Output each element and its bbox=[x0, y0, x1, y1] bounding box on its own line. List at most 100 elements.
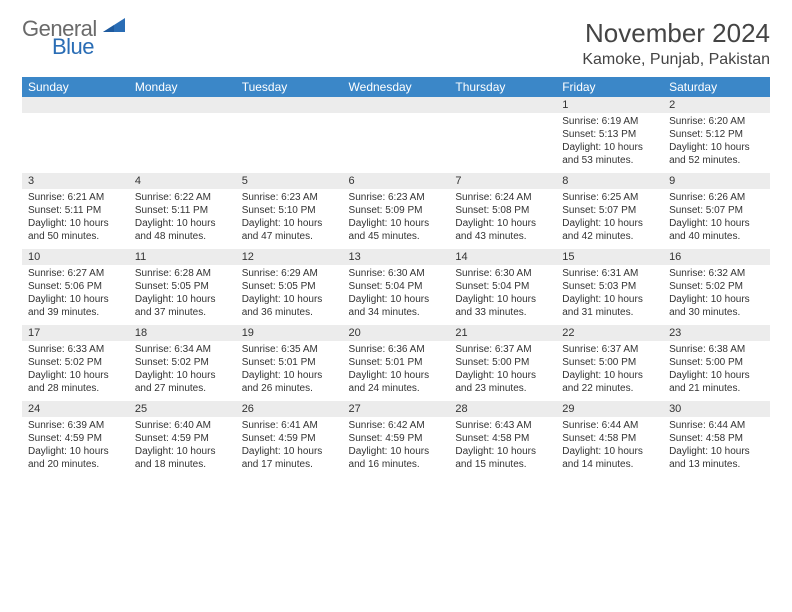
day-details: Sunrise: 6:31 AMSunset: 5:03 PMDaylight:… bbox=[556, 265, 663, 325]
day-number: 25 bbox=[129, 401, 236, 417]
logo-text: General Blue bbox=[22, 18, 125, 58]
day-details: Sunrise: 6:30 AMSunset: 5:04 PMDaylight:… bbox=[343, 265, 450, 325]
logo-triangle-icon bbox=[103, 18, 125, 36]
daylight-line: Daylight: 10 hours and 50 minutes. bbox=[28, 217, 123, 243]
day-cell-band: 6 bbox=[343, 173, 450, 189]
sunrise-line: Sunrise: 6:30 AM bbox=[349, 267, 444, 280]
day-cell-band: 12 bbox=[236, 249, 343, 265]
day-cell-band: 23 bbox=[663, 325, 770, 341]
day-number: 6 bbox=[343, 173, 450, 189]
daybody-row: Sunrise: 6:33 AMSunset: 5:02 PMDaylight:… bbox=[22, 341, 770, 401]
day-number: 11 bbox=[129, 249, 236, 265]
day-details bbox=[343, 113, 450, 169]
day-details: Sunrise: 6:41 AMSunset: 4:59 PMDaylight:… bbox=[236, 417, 343, 477]
sunset-line: Sunset: 5:12 PM bbox=[669, 128, 764, 141]
sunrise-line: Sunrise: 6:29 AM bbox=[242, 267, 337, 280]
sunset-line: Sunset: 5:04 PM bbox=[455, 280, 550, 293]
day-details bbox=[129, 113, 236, 169]
daylight-line: Daylight: 10 hours and 34 minutes. bbox=[349, 293, 444, 319]
day-number: 24 bbox=[22, 401, 129, 417]
sunrise-line: Sunrise: 6:31 AM bbox=[562, 267, 657, 280]
sunrise-line: Sunrise: 6:30 AM bbox=[455, 267, 550, 280]
daylight-line: Daylight: 10 hours and 18 minutes. bbox=[135, 445, 230, 471]
sunset-line: Sunset: 4:59 PM bbox=[135, 432, 230, 445]
sunrise-line: Sunrise: 6:41 AM bbox=[242, 419, 337, 432]
day-details: Sunrise: 6:23 AMSunset: 5:10 PMDaylight:… bbox=[236, 189, 343, 249]
day-number: 9 bbox=[663, 173, 770, 189]
sunset-line: Sunset: 5:01 PM bbox=[349, 356, 444, 369]
day-cell-band: 22 bbox=[556, 325, 663, 341]
sunset-line: Sunset: 5:07 PM bbox=[669, 204, 764, 217]
daylight-line: Daylight: 10 hours and 20 minutes. bbox=[28, 445, 123, 471]
day-details: Sunrise: 6:35 AMSunset: 5:01 PMDaylight:… bbox=[236, 341, 343, 401]
sunset-line: Sunset: 4:58 PM bbox=[562, 432, 657, 445]
day-cell-body: Sunrise: 6:26 AMSunset: 5:07 PMDaylight:… bbox=[663, 189, 770, 249]
sunrise-line: Sunrise: 6:26 AM bbox=[669, 191, 764, 204]
weekday-header: Friday bbox=[556, 77, 663, 97]
day-cell-body: Sunrise: 6:22 AMSunset: 5:11 PMDaylight:… bbox=[129, 189, 236, 249]
day-cell-body: Sunrise: 6:28 AMSunset: 5:05 PMDaylight:… bbox=[129, 265, 236, 325]
daylight-line: Daylight: 10 hours and 22 minutes. bbox=[562, 369, 657, 395]
daynum-row: 10111213141516 bbox=[22, 249, 770, 265]
day-cell-band: 17 bbox=[22, 325, 129, 341]
day-cell-body: Sunrise: 6:31 AMSunset: 5:03 PMDaylight:… bbox=[556, 265, 663, 325]
day-cell-body: Sunrise: 6:44 AMSunset: 4:58 PMDaylight:… bbox=[663, 417, 770, 477]
day-cell-band: 19 bbox=[236, 325, 343, 341]
day-cell-body bbox=[129, 113, 236, 173]
daynum-row: 24252627282930 bbox=[22, 401, 770, 417]
day-cell-body bbox=[22, 113, 129, 173]
sunset-line: Sunset: 5:04 PM bbox=[349, 280, 444, 293]
sunset-line: Sunset: 5:00 PM bbox=[562, 356, 657, 369]
daylight-line: Daylight: 10 hours and 45 minutes. bbox=[349, 217, 444, 243]
weekday-header: Sunday bbox=[22, 77, 129, 97]
weekday-header: Wednesday bbox=[343, 77, 450, 97]
day-number bbox=[449, 97, 556, 113]
day-number: 28 bbox=[449, 401, 556, 417]
day-details bbox=[449, 113, 556, 169]
day-cell-body: Sunrise: 6:43 AMSunset: 4:58 PMDaylight:… bbox=[449, 417, 556, 477]
sunset-line: Sunset: 5:09 PM bbox=[349, 204, 444, 217]
sunset-line: Sunset: 4:59 PM bbox=[242, 432, 337, 445]
daybody-row: Sunrise: 6:21 AMSunset: 5:11 PMDaylight:… bbox=[22, 189, 770, 249]
sunrise-line: Sunrise: 6:21 AM bbox=[28, 191, 123, 204]
day-cell-body: Sunrise: 6:21 AMSunset: 5:11 PMDaylight:… bbox=[22, 189, 129, 249]
day-cell-band: 28 bbox=[449, 401, 556, 417]
day-cell-band: 1 bbox=[556, 97, 663, 113]
day-details: Sunrise: 6:29 AMSunset: 5:05 PMDaylight:… bbox=[236, 265, 343, 325]
day-number: 21 bbox=[449, 325, 556, 341]
day-number: 10 bbox=[22, 249, 129, 265]
day-details: Sunrise: 6:34 AMSunset: 5:02 PMDaylight:… bbox=[129, 341, 236, 401]
day-number bbox=[22, 97, 129, 113]
sunrise-line: Sunrise: 6:34 AM bbox=[135, 343, 230, 356]
daylight-line: Daylight: 10 hours and 21 minutes. bbox=[669, 369, 764, 395]
day-number: 15 bbox=[556, 249, 663, 265]
daylight-line: Daylight: 10 hours and 24 minutes. bbox=[349, 369, 444, 395]
day-cell-band: 24 bbox=[22, 401, 129, 417]
sunset-line: Sunset: 5:08 PM bbox=[455, 204, 550, 217]
day-number: 7 bbox=[449, 173, 556, 189]
sunset-line: Sunset: 5:00 PM bbox=[455, 356, 550, 369]
day-number: 13 bbox=[343, 249, 450, 265]
day-cell-body: Sunrise: 6:19 AMSunset: 5:13 PMDaylight:… bbox=[556, 113, 663, 173]
day-cell-body: Sunrise: 6:23 AMSunset: 5:10 PMDaylight:… bbox=[236, 189, 343, 249]
day-details: Sunrise: 6:23 AMSunset: 5:09 PMDaylight:… bbox=[343, 189, 450, 249]
day-cell-band: 26 bbox=[236, 401, 343, 417]
sunset-line: Sunset: 5:03 PM bbox=[562, 280, 657, 293]
day-cell-body: Sunrise: 6:23 AMSunset: 5:09 PMDaylight:… bbox=[343, 189, 450, 249]
day-cell-band bbox=[22, 97, 129, 113]
day-details: Sunrise: 6:43 AMSunset: 4:58 PMDaylight:… bbox=[449, 417, 556, 477]
sunrise-line: Sunrise: 6:27 AM bbox=[28, 267, 123, 280]
sunrise-line: Sunrise: 6:19 AM bbox=[562, 115, 657, 128]
daylight-line: Daylight: 10 hours and 42 minutes. bbox=[562, 217, 657, 243]
day-cell-band: 21 bbox=[449, 325, 556, 341]
daylight-line: Daylight: 10 hours and 27 minutes. bbox=[135, 369, 230, 395]
sunset-line: Sunset: 5:10 PM bbox=[242, 204, 337, 217]
day-details: Sunrise: 6:37 AMSunset: 5:00 PMDaylight:… bbox=[556, 341, 663, 401]
day-cell-band: 20 bbox=[343, 325, 450, 341]
day-details: Sunrise: 6:39 AMSunset: 4:59 PMDaylight:… bbox=[22, 417, 129, 477]
day-number: 1 bbox=[556, 97, 663, 113]
day-details: Sunrise: 6:27 AMSunset: 5:06 PMDaylight:… bbox=[22, 265, 129, 325]
day-details: Sunrise: 6:44 AMSunset: 4:58 PMDaylight:… bbox=[663, 417, 770, 477]
day-cell-band bbox=[449, 97, 556, 113]
day-cell-band: 29 bbox=[556, 401, 663, 417]
